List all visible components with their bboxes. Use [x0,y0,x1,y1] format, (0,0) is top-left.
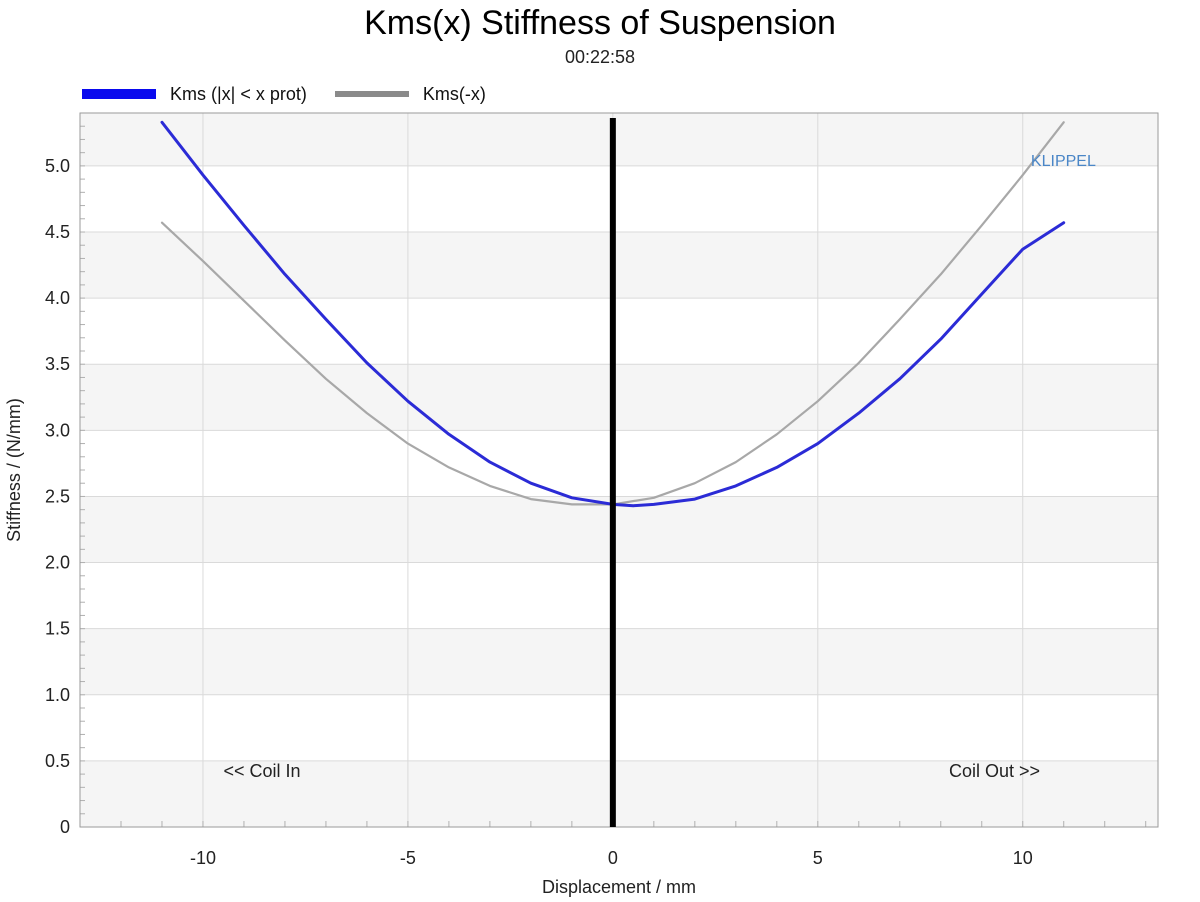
plot-band [80,364,1158,431]
x-tick-labels: -10 -5 0 5 10 [190,848,1033,868]
x-tick-label: -5 [400,848,416,868]
y-tick-label: 2.0 [45,553,70,573]
legend-label-kms-neg: Kms(-x) [422,83,486,104]
legend-label-kms: Kms (|x| < x prot) [170,83,307,104]
y-tick-label: 5.0 [45,156,70,176]
x-tick-label: 0 [608,848,618,868]
x-tick-label: -10 [190,848,216,868]
y-tick-label: 3.5 [45,354,70,374]
y-tick-labels: 0 0.5 1.0 1.5 2.0 2.5 3.0 3.5 4.0 4.5 5.0 [45,156,70,837]
y-tick-label: 0 [60,817,70,837]
y-axis-label: Stiffness / (N/mm) [4,398,24,542]
annotations: << Coil In Coil Out >> KLIPPEL [223,153,1096,781]
plot-band [80,496,1158,563]
gridlines [80,113,1158,828]
x-tick-label: 10 [1013,848,1033,868]
legend: Kms (|x| < x prot) Kms(-x) [82,82,514,106]
y-tick-label: 4.5 [45,222,70,242]
plot-band [80,430,1158,497]
legend-item-kms-neg: Kms(-x) [334,83,486,105]
legend-item-kms: Kms (|x| < x prot) [82,84,307,105]
plot-band [80,760,1158,827]
y-tick-label: 2.5 [45,486,70,506]
y-tick-label: 4.0 [45,288,70,308]
x-axis-label: Displacement / mm [542,877,696,897]
plot-band [80,694,1158,761]
chart-title: Kms(x) Stiffness of Suspension [364,4,836,42]
y-tick-label: 3.0 [45,420,70,440]
annotation: << Coil In [223,761,300,781]
series-line-kms [160,120,1066,508]
plot-frame [79,112,1159,828]
plot-band [80,165,1158,232]
plot-bands [80,113,1158,827]
plot-band [80,298,1158,365]
chart-subtitle: 00:22:58 [564,47,636,67]
legend-swatch-kms [82,89,156,99]
plot-band [80,562,1158,629]
annotation: KLIPPEL [1031,153,1096,170]
x-tick-label: 5 [813,848,823,868]
legend-swatch-kms-neg [334,91,409,97]
y-tick-label: 1.5 [45,619,70,639]
annotation: Coil Out >> [949,761,1040,781]
plot-band [80,628,1158,695]
y-tick-label: 1.0 [45,685,70,705]
y-tick-label: 0.5 [45,751,70,771]
plot-band [80,232,1158,299]
plot-band [80,113,1158,166]
minor-ticks [79,112,1147,828]
